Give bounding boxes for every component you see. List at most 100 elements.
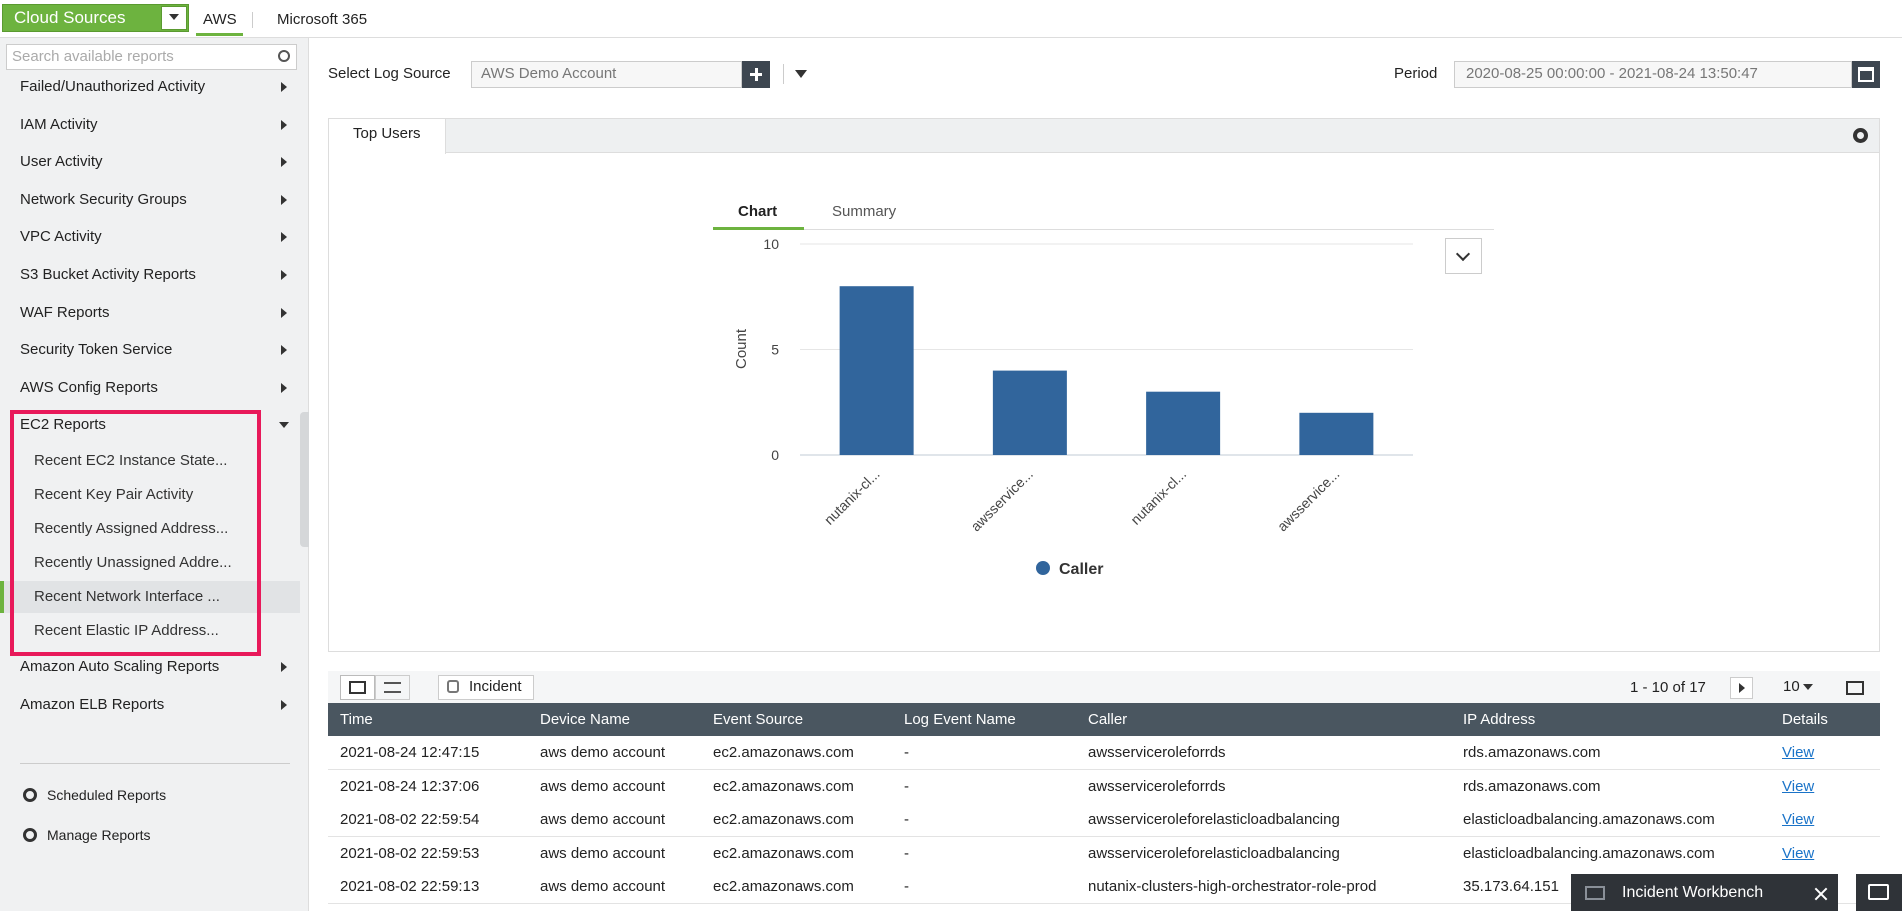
menu-item[interactable]: User Activity <box>20 151 103 173</box>
cell: 2021-08-02 22:59:54 <box>340 809 479 831</box>
divider <box>783 64 784 84</box>
details-link[interactable]: View <box>1782 809 1814 831</box>
search-icon <box>278 50 290 62</box>
cell: awsserviceroleforelasticloadbalancing <box>1088 809 1340 831</box>
cell: ec2.amazonaws.com <box>713 843 854 865</box>
arrow-icon <box>1803 684 1813 690</box>
period-label: Period <box>1394 63 1437 85</box>
tab-underline <box>196 33 243 36</box>
cell: nutanix-clusters-high-orchestrator-role-… <box>1088 876 1376 898</box>
filter-icon[interactable] <box>795 70 807 78</box>
cell: 2021-08-24 12:47:15 <box>340 742 479 764</box>
arrow-icon <box>281 700 287 710</box>
cell: 2021-08-02 22:59:13 <box>340 876 479 898</box>
log-source-value: AWS Demo Account <box>481 63 616 85</box>
arrow-icon <box>281 662 287 672</box>
cell: 35.173.64.151 <box>1463 876 1559 898</box>
product-button-label: Cloud Sources <box>14 7 126 29</box>
column-header: Log Event Name <box>904 709 1016 731</box>
menu-item[interactable]: Amazon Auto Scaling Reports <box>20 656 219 678</box>
page-size[interactable]: 10 <box>1783 676 1800 698</box>
report-tab-label: Top Users <box>353 123 421 145</box>
chart-tab[interactable]: Chart <box>738 201 777 223</box>
tab[interactable]: AWS <box>203 9 237 31</box>
arrow-icon <box>169 14 179 20</box>
cell: aws demo account <box>540 876 665 898</box>
column-header: Event Source <box>713 709 803 731</box>
grid-view-icon <box>349 681 366 694</box>
arrow-icon <box>281 232 287 242</box>
arrow-icon <box>281 157 287 167</box>
cell: aws demo account <box>540 843 665 865</box>
chat-icon <box>1868 884 1889 900</box>
log-source-label: Select Log Source <box>328 63 451 85</box>
arrow-icon <box>281 308 287 318</box>
cell: ec2.amazonaws.com <box>713 742 854 764</box>
arrow-icon <box>281 120 287 130</box>
arrow-icon <box>281 82 287 92</box>
arrow-icon <box>281 383 287 393</box>
menu-item[interactable]: WAF Reports <box>20 302 109 324</box>
menu-item[interactable]: Failed/Unauthorized Activity <box>20 76 205 98</box>
report-panel <box>328 118 1880 652</box>
arrow-icon <box>279 422 289 428</box>
chart-tab-underline <box>713 227 804 230</box>
column-header: Caller <box>1088 709 1127 731</box>
highlight-box <box>10 410 261 656</box>
collapse-handle[interactable] <box>300 412 309 547</box>
search-placeholder: Search available reports <box>12 46 174 68</box>
report-tabbar <box>329 119 1879 153</box>
cell: elasticloadbalancing.amazonaws.com <box>1463 809 1715 831</box>
cell: 2021-08-24 12:37:06 <box>340 776 479 798</box>
footer-link[interactable]: Manage Reports <box>47 824 151 846</box>
details-link[interactable]: View <box>1782 843 1814 865</box>
cell: awsserviceroleforrds <box>1088 776 1226 798</box>
incident-button-label: Incident <box>469 676 522 698</box>
cell: rds.amazonaws.com <box>1463 776 1601 798</box>
column-header: Device Name <box>540 709 630 731</box>
cell: - <box>904 776 909 798</box>
menu-item[interactable]: Security Token Service <box>20 339 172 361</box>
tab-separator <box>252 12 253 28</box>
cell: awsserviceroleforrds <box>1088 742 1226 764</box>
workbench-icon <box>1585 886 1605 900</box>
menu-item[interactable]: S3 Bucket Activity Reports <box>20 264 196 286</box>
cell: - <box>904 742 909 764</box>
footer-icon <box>23 788 37 802</box>
calendar-icon <box>1858 67 1874 82</box>
details-link[interactable]: View <box>1782 776 1814 798</box>
column-header: IP Address <box>1463 709 1535 731</box>
cell: awsserviceroleforelasticloadbalancing <box>1088 843 1340 865</box>
menu-item[interactable]: IAM Activity <box>20 114 98 136</box>
menu-item[interactable]: Network Security Groups <box>20 189 187 211</box>
cell: ec2.amazonaws.com <box>713 776 854 798</box>
period-value: 2020-08-25 00:00:00 - 2021-08-24 13:50:4… <box>1466 63 1758 85</box>
incident-icon <box>447 680 459 693</box>
plus-v <box>755 68 758 81</box>
column-header: Details <box>1782 709 1828 731</box>
menu-item[interactable]: Amazon ELB Reports <box>20 694 164 716</box>
cell: ec2.amazonaws.com <box>713 876 854 898</box>
chart-tab[interactable]: Summary <box>832 201 896 223</box>
cell: aws demo account <box>540 776 665 798</box>
pagination: 1 - 10 of 17 <box>1630 677 1706 699</box>
footer-link[interactable]: Scheduled Reports <box>47 784 166 806</box>
cell: aws demo account <box>540 742 665 764</box>
sidebar-separator <box>20 763 290 764</box>
list-view-icon <box>384 682 401 693</box>
arrow-icon <box>1739 683 1745 693</box>
column-header: Time <box>340 709 373 731</box>
cell: elasticloadbalancing.amazonaws.com <box>1463 843 1715 865</box>
details-link[interactable]: View <box>1782 742 1814 764</box>
settings-icon[interactable] <box>1853 128 1868 143</box>
tab[interactable]: Microsoft 365 <box>277 9 367 31</box>
arrow-icon <box>281 195 287 205</box>
workbench-label: Incident Workbench <box>1622 882 1763 904</box>
arrow-icon <box>281 270 287 280</box>
cell: ec2.amazonaws.com <box>713 809 854 831</box>
menu-item[interactable]: AWS Config Reports <box>20 377 158 399</box>
columns-icon[interactable] <box>1846 681 1864 695</box>
cell: rds.amazonaws.com <box>1463 742 1601 764</box>
menu-item[interactable]: VPC Activity <box>20 226 102 248</box>
